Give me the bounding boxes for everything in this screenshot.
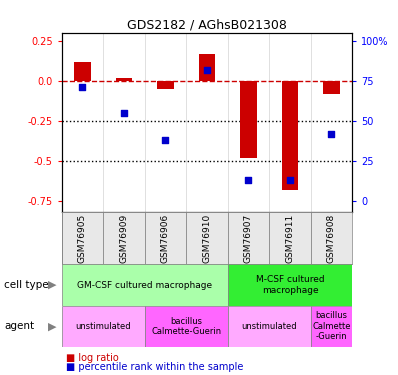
- Bar: [240, 81, 257, 158]
- Bar: [269, 212, 311, 264]
- Text: ▶: ▶: [47, 321, 56, 331]
- Point: [204, 67, 210, 73]
- Bar: [62, 212, 103, 264]
- Point: [79, 84, 86, 90]
- Text: GSM76908: GSM76908: [327, 213, 336, 263]
- Bar: [323, 81, 340, 94]
- Point: [245, 177, 252, 183]
- Text: unstimulated: unstimulated: [242, 322, 297, 331]
- Text: GM-CSF cultured macrophage: GM-CSF cultured macrophage: [77, 280, 212, 290]
- Bar: [145, 212, 186, 264]
- Text: agent: agent: [4, 321, 34, 331]
- Bar: [145, 306, 228, 347]
- Text: unstimulated: unstimulated: [75, 322, 131, 331]
- Bar: [199, 54, 215, 81]
- Text: GSM76910: GSM76910: [203, 213, 211, 263]
- Bar: [228, 264, 352, 306]
- Text: ■ percentile rank within the sample: ■ percentile rank within the sample: [66, 363, 243, 372]
- Text: cell type: cell type: [4, 280, 49, 290]
- Bar: [186, 212, 228, 264]
- Bar: [157, 81, 174, 89]
- Text: ▶: ▶: [47, 280, 56, 290]
- Bar: [282, 81, 298, 189]
- Point: [328, 130, 335, 136]
- Bar: [74, 62, 91, 81]
- Text: M-CSF cultured
macrophage: M-CSF cultured macrophage: [256, 275, 324, 295]
- Bar: [228, 306, 311, 347]
- Point: [287, 177, 293, 183]
- Text: GSM76909: GSM76909: [119, 213, 129, 263]
- Bar: [228, 212, 269, 264]
- Text: GSM76905: GSM76905: [78, 213, 87, 263]
- Bar: [62, 306, 145, 347]
- Point: [121, 110, 127, 116]
- Bar: [116, 78, 132, 81]
- Bar: [311, 212, 352, 264]
- Bar: [62, 264, 228, 306]
- Point: [162, 137, 169, 143]
- Bar: [103, 212, 145, 264]
- Text: GSM76906: GSM76906: [161, 213, 170, 263]
- Text: GSM76907: GSM76907: [244, 213, 253, 263]
- Text: GSM76911: GSM76911: [285, 213, 295, 263]
- Text: ■ log ratio: ■ log ratio: [66, 353, 119, 363]
- Text: bacillus
Calmette-Guerin: bacillus Calmette-Guerin: [151, 316, 221, 336]
- Text: bacillus
Calmette
-Guerin: bacillus Calmette -Guerin: [312, 311, 351, 341]
- Bar: [311, 306, 352, 347]
- Title: GDS2182 / AGhsB021308: GDS2182 / AGhsB021308: [127, 19, 287, 32]
